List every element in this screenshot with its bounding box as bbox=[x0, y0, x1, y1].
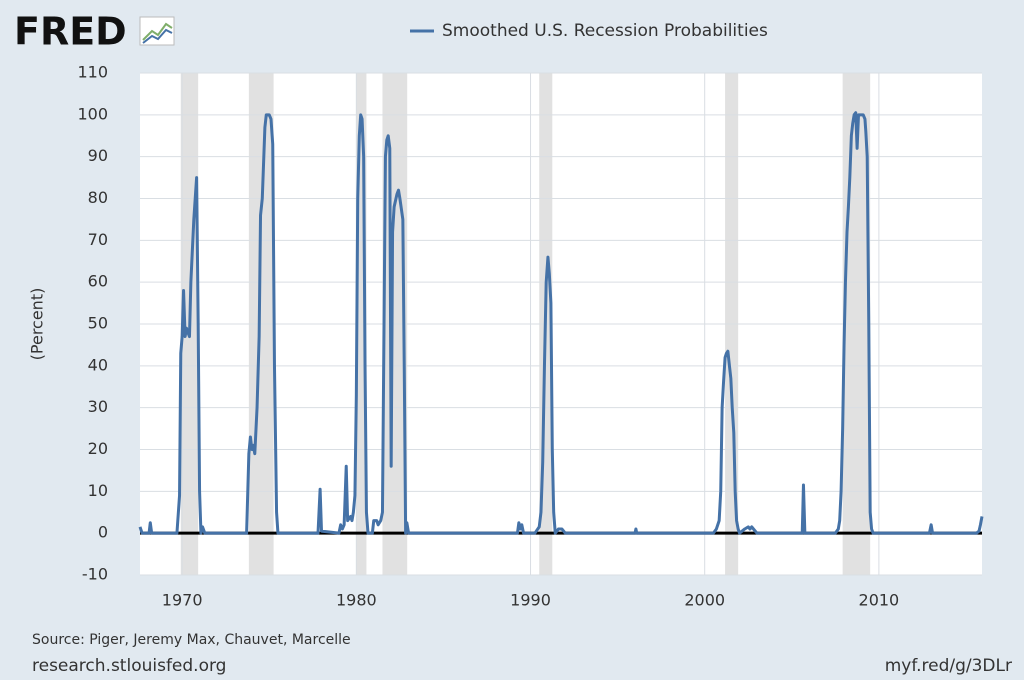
y-tick-label: -10 bbox=[82, 565, 108, 584]
y-tick-label: 10 bbox=[88, 481, 108, 500]
y-axis-label: (Percent) bbox=[28, 288, 47, 361]
x-tick-label: 1990 bbox=[510, 591, 551, 610]
y-tick-label: 0 bbox=[98, 523, 108, 542]
y-tick-label: 20 bbox=[88, 439, 108, 458]
site: research.stlouisfed.org bbox=[32, 656, 226, 676]
y-tick-label: 40 bbox=[88, 355, 108, 374]
y-tick-label: 30 bbox=[88, 397, 108, 416]
y-tick-label: 70 bbox=[88, 230, 108, 249]
legend-label: Smoothed U.S. Recession Probabilities bbox=[442, 21, 768, 41]
y-tick-label: 90 bbox=[88, 146, 108, 165]
y-tick-label: 110 bbox=[77, 63, 108, 82]
source: Source: Piger, Jeremy Max, Chauvet, Marc… bbox=[32, 632, 351, 648]
short-url: myf.red/g/3DLr bbox=[885, 656, 1012, 676]
x-tick-label: 1980 bbox=[336, 591, 377, 610]
y-tick-label: 100 bbox=[77, 104, 108, 123]
logo: FRED bbox=[14, 10, 127, 54]
logo-icon bbox=[139, 16, 175, 46]
series-line bbox=[138, 111, 984, 535]
x-tick-label: 1970 bbox=[162, 591, 203, 610]
x-tick-label: 2010 bbox=[859, 591, 900, 610]
x-tick-label: 2000 bbox=[684, 591, 725, 610]
y-tick-label: 80 bbox=[88, 188, 108, 207]
y-tick-label: 50 bbox=[88, 314, 108, 333]
y-tick-label: 60 bbox=[88, 272, 108, 291]
